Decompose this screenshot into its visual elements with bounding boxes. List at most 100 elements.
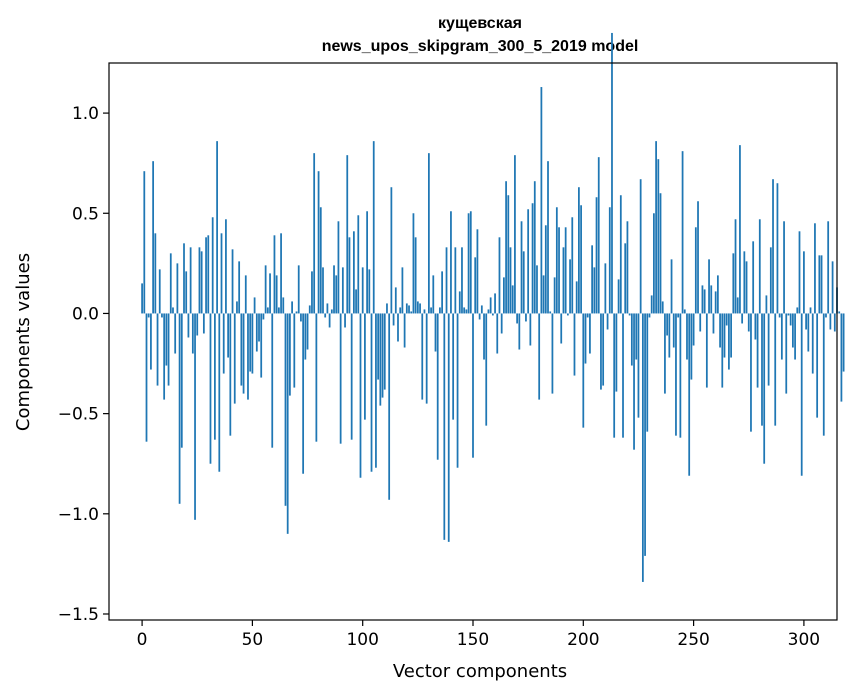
bar-299	[800, 313, 803, 476]
bar-series	[141, 32, 845, 582]
bar-80	[317, 171, 320, 314]
bar-92	[344, 313, 346, 328]
bar-261	[716, 275, 719, 314]
bar-220	[626, 221, 629, 314]
bar-197	[575, 281, 578, 314]
bar-14	[172, 307, 174, 314]
bar-161	[496, 313, 499, 354]
bar-194	[569, 259, 571, 314]
bar-251	[694, 227, 697, 314]
bar-200	[582, 313, 585, 428]
bar-118	[401, 267, 404, 314]
bar-233	[655, 141, 657, 314]
bar-231	[650, 295, 653, 314]
bar-65	[284, 313, 287, 506]
bar-185	[549, 311, 552, 314]
bar-150	[472, 313, 474, 458]
bar-222	[630, 313, 633, 366]
x-tick-label: 250	[677, 630, 709, 650]
bar-124	[414, 237, 417, 314]
bar-144	[458, 291, 461, 314]
bar-317	[840, 313, 843, 402]
bar-209	[602, 313, 605, 386]
bar-44	[238, 261, 241, 314]
chart-title-line1: кущевская	[438, 15, 522, 32]
bar-252	[697, 201, 699, 314]
x-axis-ticks: 0 50 100 150 200 250 300	[137, 620, 820, 650]
bar-4	[150, 313, 152, 370]
bar-184	[547, 161, 549, 314]
bar-16	[176, 263, 179, 314]
bar-304	[811, 313, 814, 374]
bar-41	[231, 249, 234, 314]
bar-39	[227, 313, 230, 358]
bar-260	[714, 291, 717, 314]
bar-148	[467, 213, 470, 314]
y-tick-label: 1.0	[72, 104, 99, 124]
bar-205	[593, 267, 596, 314]
bar-43	[236, 301, 238, 314]
bar-268	[732, 253, 735, 314]
bar-300	[803, 251, 805, 314]
bar-196	[573, 313, 576, 376]
bar-15	[174, 313, 177, 354]
bar-221	[628, 313, 631, 316]
bar-37	[222, 313, 225, 374]
bar-76	[308, 305, 311, 314]
x-tick-label: 50	[242, 630, 264, 650]
bar-195	[571, 217, 574, 314]
bar-35	[218, 313, 221, 472]
bar-207	[597, 157, 600, 314]
bar-98	[357, 215, 360, 314]
bar-22	[189, 247, 192, 314]
x-tick-label: 200	[567, 630, 599, 650]
bar-87	[333, 265, 335, 314]
bar-140	[450, 211, 452, 314]
bar-131	[430, 307, 432, 314]
bar-109	[381, 313, 384, 398]
bar-166	[507, 195, 510, 314]
bar-107	[377, 313, 380, 380]
y-tick-label: −1.0	[58, 505, 99, 525]
bar-101	[364, 313, 366, 420]
bar-310	[825, 313, 827, 318]
bar-180	[538, 313, 541, 400]
bar-42	[233, 313, 236, 404]
bar-292	[785, 313, 788, 394]
bar-46	[242, 313, 245, 394]
y-axis-ticks: 1.0 0.5 0.0 −0.5 −1.0 −1.5	[58, 104, 109, 625]
bar-216	[617, 279, 620, 314]
bar-132	[432, 275, 435, 314]
bar-54	[260, 313, 263, 378]
bar-262	[719, 313, 721, 348]
bar-218	[622, 313, 624, 438]
bar-53	[258, 313, 260, 342]
bar-91	[341, 267, 344, 314]
bar-6	[154, 233, 157, 314]
bar-186	[551, 313, 554, 394]
bar-158	[489, 297, 492, 314]
bar-253	[699, 313, 702, 332]
bar-303	[809, 307, 812, 314]
bar-21	[187, 313, 190, 338]
bar-246	[683, 309, 686, 314]
bar-95	[350, 313, 353, 440]
bar-259	[712, 313, 715, 334]
bar-104	[370, 313, 373, 472]
bar-179	[536, 265, 538, 314]
bar-306	[816, 313, 819, 418]
bar-103	[368, 269, 371, 314]
bar-285	[769, 247, 772, 314]
bar-228	[644, 313, 646, 556]
bar-111	[386, 303, 388, 314]
bar-214	[613, 313, 616, 438]
bar-193	[566, 313, 569, 316]
bar-1	[143, 171, 146, 314]
bar-57	[266, 307, 269, 314]
bar-105	[372, 141, 375, 314]
bar-230	[648, 313, 651, 318]
bar-267	[730, 313, 732, 358]
bar-177	[531, 203, 534, 314]
bar-314	[833, 313, 836, 332]
bar-265	[725, 313, 728, 326]
